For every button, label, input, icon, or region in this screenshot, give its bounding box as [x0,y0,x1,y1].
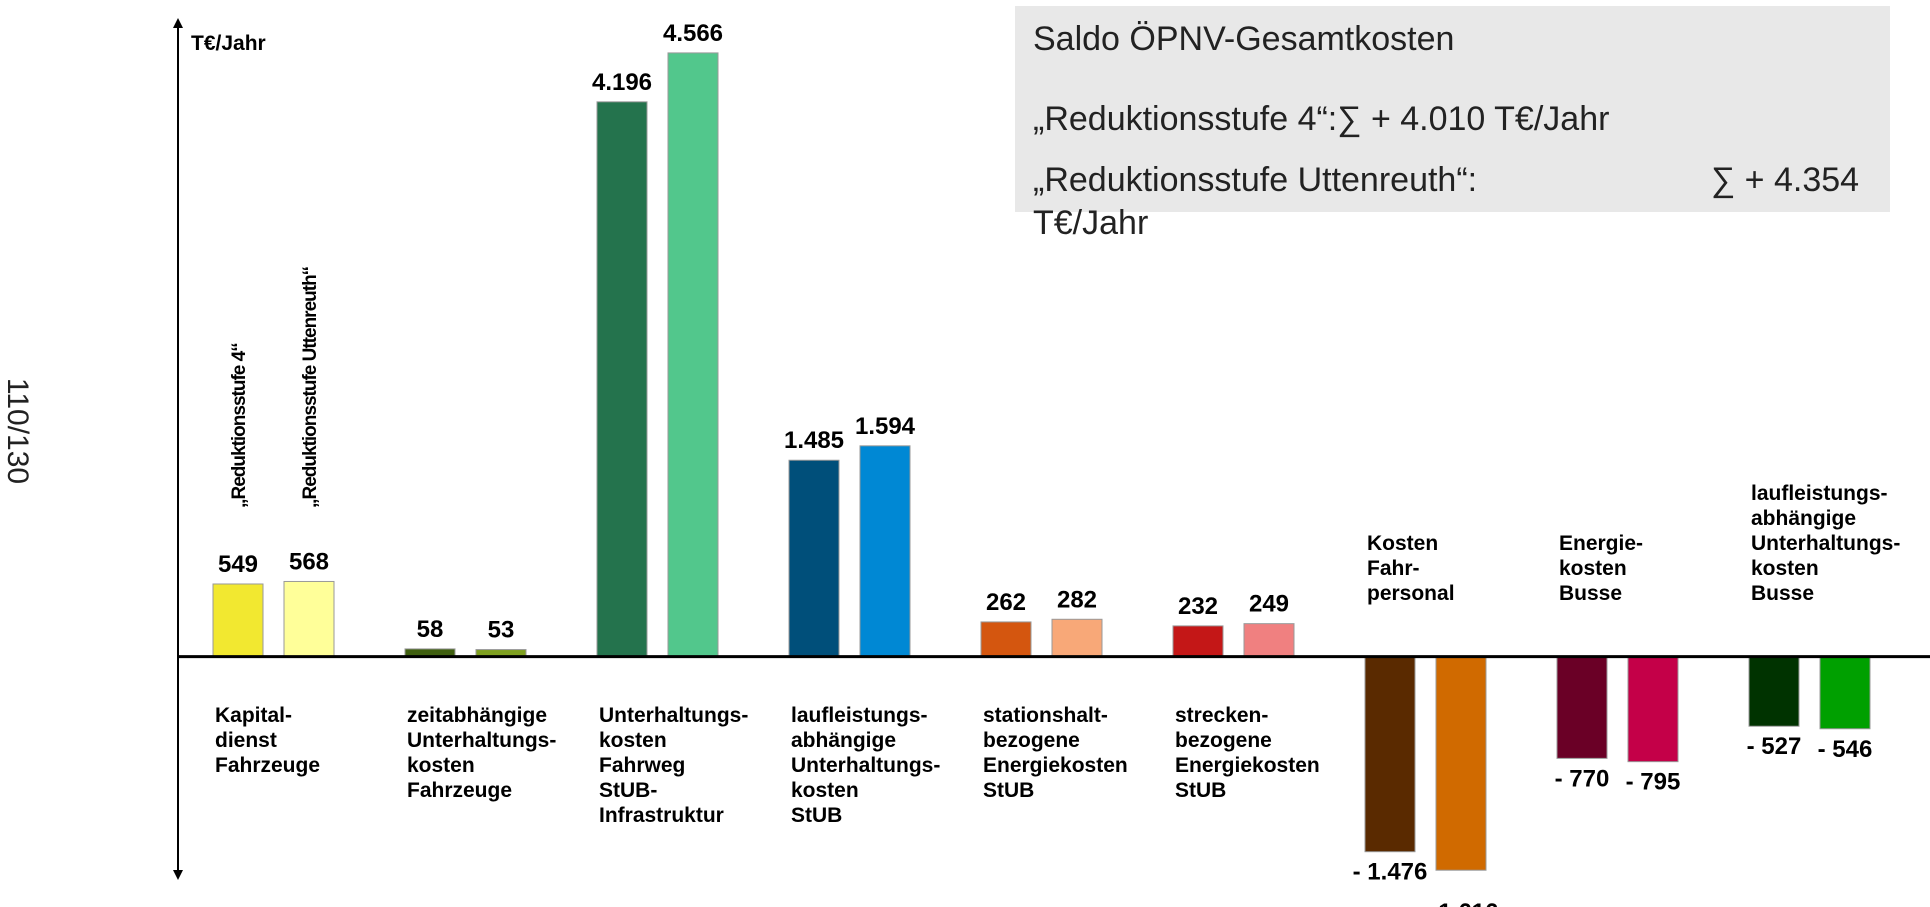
category-label-line: Fahrweg [599,754,685,777]
category-label: laufleistungs-abhängige Unterhaltungs-kos… [791,704,940,827]
value-label: 53 [488,617,515,644]
bar [1051,618,1103,658]
category-label-line: StUB [983,779,1034,802]
bar [667,52,719,658]
legend-label: „Reduktionsstufe Uttenreuth“ [300,266,321,508]
value-label: 4.196 [592,69,652,96]
category-label-line: abhängige [1751,507,1856,530]
value-label: 58 [417,616,444,643]
category-label-line: Unterhaltungs- [791,754,940,777]
category-label-line: StUB [1175,779,1226,802]
category-label-line: kosten [791,779,859,802]
value-label: 4.566 [663,20,723,47]
category-label-line: Energie- [1559,532,1643,555]
category-label-line: Unterhaltungs- [1751,532,1900,555]
value-label: 1.594 [855,413,916,440]
category-label-line: Fahrzeuge [215,754,320,777]
note-title: Saldo ÖPNV-Gesamtkosten [1033,20,1454,58]
category-label-line: laufleistungs- [791,704,928,727]
bar [283,580,335,658]
category-label-line: StUB [791,804,842,827]
value-label: - 770 [1555,765,1610,792]
y-axis-label: T€/Jahr [191,32,266,55]
category-label-line: Kapital- [215,704,292,727]
category-label-line: kosten [1559,557,1627,580]
bar [1556,656,1608,759]
value-label: 262 [986,589,1026,616]
value-label: - 795 [1626,769,1681,796]
category-label: laufleistungs-abhängige Unterhaltungs-kos… [1751,482,1900,605]
category-label: zeitabhängige Unterhaltungs-kosten Fahrzeu… [407,704,556,802]
bar [788,459,840,658]
bar [1172,625,1224,658]
page-number: 110/130 [1,378,34,484]
category-label-line: Busse [1751,582,1814,605]
bar [1364,656,1416,853]
category-label-line: laufleistungs- [1751,482,1888,505]
note-line: ∑ + 4.354 [1711,161,1859,199]
category-label-line: kosten [1751,557,1819,580]
category-label-line: strecken- [1175,704,1268,727]
value-label: 249 [1249,591,1289,618]
note-line: „Reduktionsstufe 4“:∑ + 4.010 T€/Jahr [1033,100,1609,138]
bar [980,621,1032,658]
category-label: Energie-kosten Busse [1559,532,1643,605]
value-label: 282 [1057,586,1097,613]
category-label: stationshalt-bezogene Energiekosten StUB [983,704,1128,802]
category-label: Kapital-dienst Fahrzeuge [215,704,320,777]
bar [1627,656,1679,763]
bar [1819,656,1871,730]
value-label: - 1.476 [1353,859,1428,886]
value-label: 232 [1178,593,1218,620]
note-line: T€/Jahr [1033,204,1148,242]
category-label-line: bezogene [983,729,1080,752]
category-label-line: Energiekosten [983,754,1128,777]
bar [212,583,264,658]
category-label-line: Fahrzeuge [407,779,512,802]
bar [859,445,911,658]
y-axis-arrow [173,870,183,880]
category-label: Unterhaltungs-kosten Fahrweg StUB-Infrastr… [599,704,748,827]
category-label-line: Energiekosten [1175,754,1320,777]
note-box [1015,6,1890,212]
category-label-line: abhängige [791,729,896,752]
category-label-line: Infrastruktur [599,804,724,827]
value-label: 549 [218,551,258,578]
category-label-line: Kosten [1367,532,1438,555]
value-label: - 1.616 [1424,899,1499,907]
category-label-line: StUB- [599,779,657,802]
bar [596,101,648,658]
bar [1435,656,1487,871]
category-label-line: Busse [1559,582,1622,605]
category-label: Kosten Fahr-personal [1367,532,1455,605]
category-label-line: Unterhaltungs- [599,704,748,727]
y-axis-arrow [173,18,183,28]
bar [1748,656,1800,727]
value-label: - 546 [1818,736,1873,763]
note-line: „Reduktionsstufe Uttenreuth“: [1033,161,1477,199]
value-label: - 527 [1747,733,1802,760]
category-label-line: zeitabhängige [407,704,547,727]
category-label-line: kosten [599,729,667,752]
category-label-line: kosten [407,754,475,777]
category-label-line: Fahr- [1367,557,1420,580]
category-label-line: dienst [215,729,277,752]
value-label: 1.485 [784,427,844,454]
bar [1243,623,1295,658]
category-label: strecken-bezogene Energiekosten StUB [1175,704,1320,802]
category-label-line: bezogene [1175,729,1272,752]
legend-label: „Reduktionsstufe 4“ [229,343,250,508]
category-label-line: personal [1367,582,1455,605]
value-label: 568 [289,548,329,575]
category-label-line: Unterhaltungs- [407,729,556,752]
category-label-line: stationshalt- [983,704,1108,727]
